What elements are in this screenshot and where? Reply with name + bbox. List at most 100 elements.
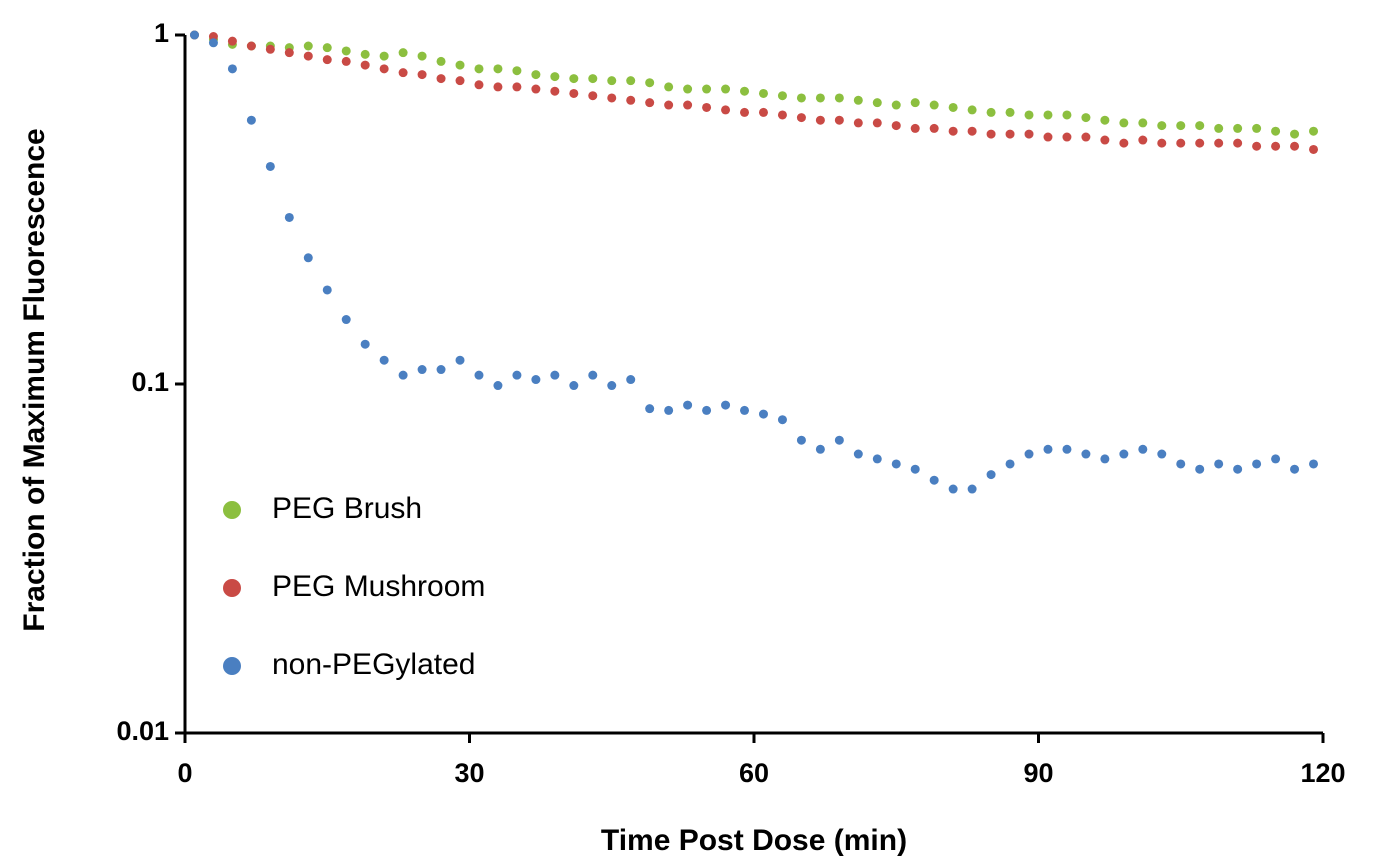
x-tick-label: 60 <box>739 758 769 788</box>
data-point <box>1290 129 1300 139</box>
data-point <box>1195 121 1205 131</box>
data-point <box>569 381 579 391</box>
data-point <box>1024 449 1034 459</box>
data-point <box>265 44 275 54</box>
legend-label: non-PEGylated <box>272 648 475 681</box>
data-point <box>1005 129 1015 139</box>
data-point <box>645 78 655 88</box>
data-point <box>303 253 313 263</box>
data-point <box>815 444 825 454</box>
data-point <box>702 405 712 415</box>
data-point <box>588 91 598 101</box>
data-point <box>1309 144 1319 154</box>
data-point <box>398 370 408 380</box>
data-point <box>322 43 332 53</box>
data-point <box>1252 141 1262 151</box>
data-point <box>1138 444 1148 454</box>
data-point <box>284 48 294 58</box>
x-tick-label: 0 <box>177 758 192 788</box>
data-point <box>664 405 674 415</box>
y-tick-label: 0.1 <box>131 367 169 397</box>
y-axis-title: Fraction of Maximum Fluorescence <box>18 128 51 631</box>
data-point <box>1214 138 1224 148</box>
data-point <box>721 84 731 94</box>
data-point <box>550 370 560 380</box>
data-point <box>246 115 256 125</box>
data-point <box>758 107 768 117</box>
data-point <box>1062 444 1072 454</box>
data-point <box>1271 141 1281 151</box>
data-point <box>227 36 237 46</box>
data-point <box>986 107 996 117</box>
data-point <box>322 55 332 65</box>
data-point <box>512 82 522 92</box>
data-point <box>398 48 408 58</box>
data-point <box>872 98 882 108</box>
data-point <box>303 41 313 51</box>
data-point <box>1100 135 1110 145</box>
data-point <box>1024 110 1034 120</box>
data-point <box>1195 138 1205 148</box>
data-point <box>626 375 636 385</box>
data-point <box>417 365 427 375</box>
data-point <box>1119 138 1129 148</box>
legend-marker <box>223 579 241 597</box>
data-point <box>872 454 882 464</box>
data-point <box>455 355 465 365</box>
data-point <box>626 76 636 86</box>
data-point <box>967 484 977 494</box>
data-point <box>1214 459 1224 469</box>
data-point <box>777 110 787 120</box>
data-point <box>1138 135 1148 145</box>
data-point <box>1290 141 1300 151</box>
data-point <box>455 76 465 86</box>
data-point <box>1081 449 1091 459</box>
data-point <box>758 409 768 419</box>
data-point <box>379 64 389 74</box>
data-point <box>246 41 256 51</box>
data-point <box>891 100 901 110</box>
legend-marker <box>223 501 241 519</box>
data-point <box>853 95 863 105</box>
data-point <box>550 72 560 82</box>
data-point <box>1214 123 1224 133</box>
data-point <box>607 76 617 86</box>
data-point <box>834 435 844 445</box>
data-point <box>834 93 844 103</box>
data-point <box>1043 444 1053 454</box>
data-point <box>891 459 901 469</box>
data-point <box>853 449 863 459</box>
data-point <box>360 339 370 349</box>
data-point <box>702 84 712 94</box>
data-point <box>1233 464 1243 474</box>
data-point <box>1195 464 1205 474</box>
data-point <box>853 118 863 128</box>
data-point <box>550 86 560 96</box>
data-point <box>683 100 693 110</box>
data-point <box>1252 459 1262 469</box>
data-point <box>683 400 693 410</box>
data-point <box>1252 123 1262 133</box>
data-point <box>1157 138 1167 148</box>
data-point <box>474 80 484 90</box>
data-point <box>1062 132 1072 142</box>
legend-label: PEG Brush <box>272 492 422 525</box>
data-point <box>910 98 920 108</box>
data-point <box>436 365 446 375</box>
data-point <box>1062 110 1072 120</box>
data-point <box>777 415 787 425</box>
data-point <box>986 129 996 139</box>
data-point <box>1005 459 1015 469</box>
data-point <box>834 115 844 125</box>
data-point <box>929 475 939 485</box>
data-point <box>360 49 370 59</box>
data-point <box>208 38 218 48</box>
data-point <box>626 95 636 105</box>
data-point <box>948 126 958 136</box>
data-point <box>227 64 237 74</box>
data-point <box>208 32 218 42</box>
data-point <box>986 470 996 480</box>
data-point <box>1176 121 1186 131</box>
data-point <box>436 74 446 84</box>
data-point <box>1233 138 1243 148</box>
